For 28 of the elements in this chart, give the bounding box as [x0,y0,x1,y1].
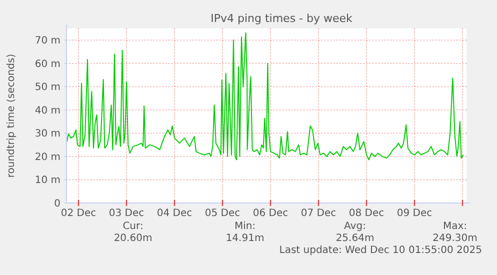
y-tick-label: 60 m [34,58,60,70]
y-tick-label: 10 m [34,175,60,186]
text: Avg: [344,221,366,232]
text: Last update: Wed Dec 10 01:55:00 2025 [279,245,482,256]
y-axis-title: roundtrip time (seconds) [6,54,17,178]
y-tick-label: 30 m [34,128,60,140]
y-tick-label: 70 m [34,36,60,47]
text: 20.60m [114,233,152,244]
text: Max: [442,221,468,232]
line-series [66,32,464,160]
text: Cur: [122,221,144,232]
y-tick-label: 0 [54,198,60,210]
x-tick-label: 05 Dec [204,208,240,219]
y-tick-label: 50 m [34,82,60,94]
x-tick-label: 04 Dec [156,208,192,219]
text: 249.30m [432,233,478,244]
x-tick-label: 09 Dec [396,208,432,219]
x-tick-label: 03 Dec [108,208,144,219]
text: 14.91m [226,233,264,244]
x-tick-label: 06 Dec [252,208,288,219]
y-tick-label: 40 m [34,105,60,116]
text: 25.64m [336,233,374,244]
x-tick-label: 08 Dec [348,208,384,219]
x-tick-label: 07 Dec [300,208,336,219]
chart-title: IPv4 ping times - by week [210,12,354,25]
x-tick-label: 02 Dec [60,208,96,219]
y-tick-label: 20 m [34,152,60,163]
text: Min: [234,221,256,232]
